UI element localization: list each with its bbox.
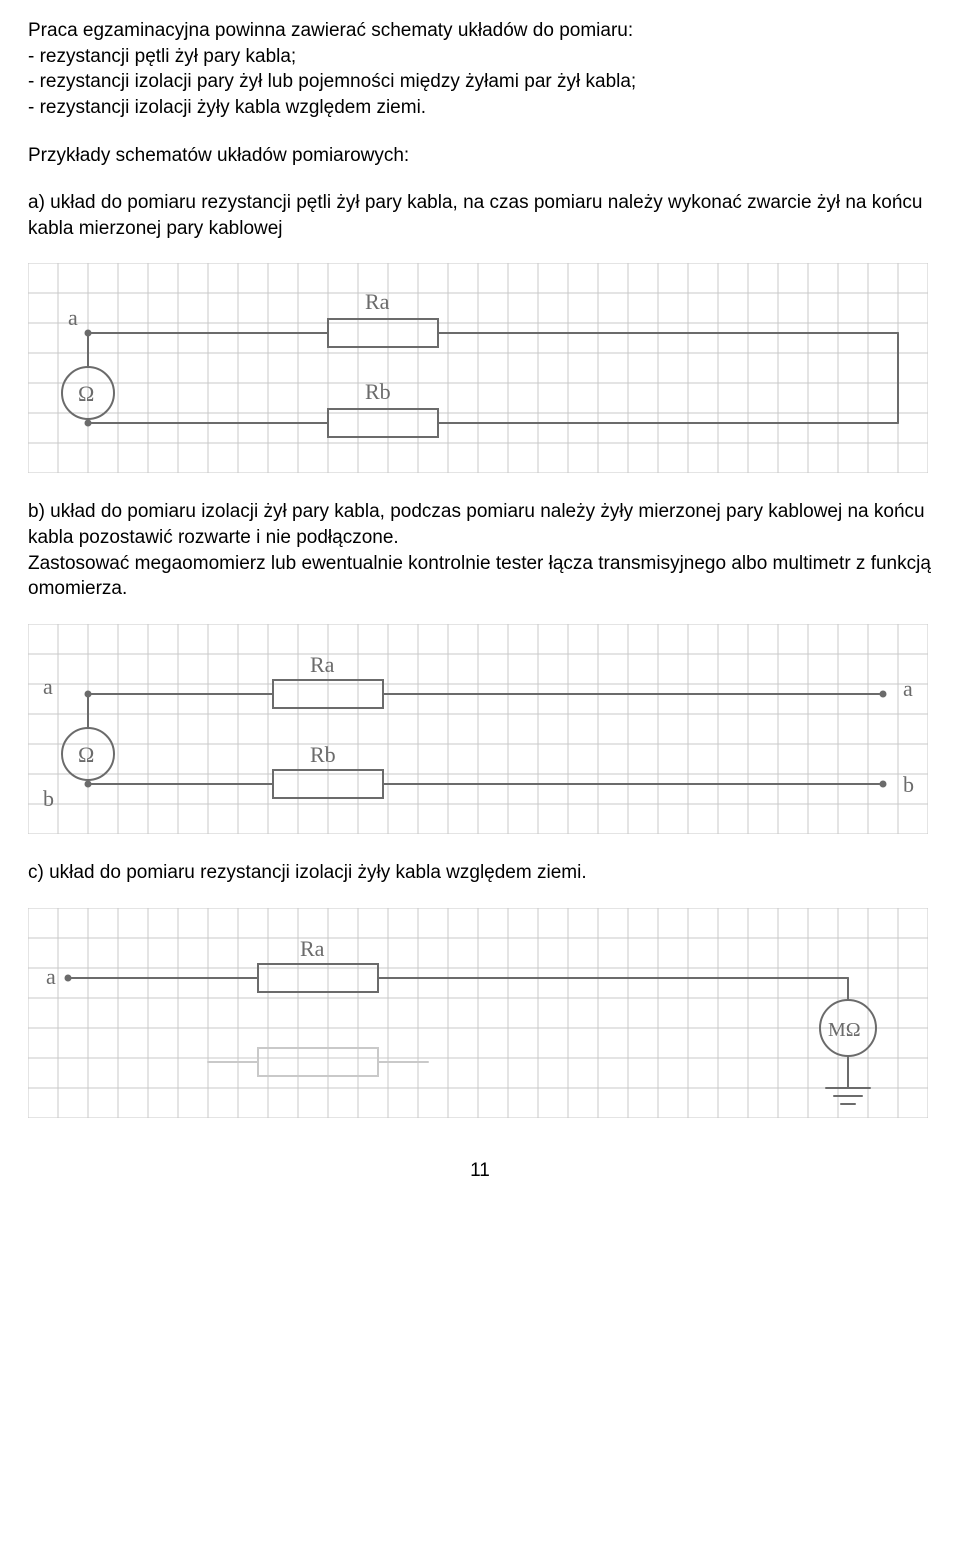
bullet-2: - rezystancji izolacji pary żył lub poje… <box>28 71 636 92</box>
diagram-a: Ωa Ra Rb <box>28 263 932 473</box>
c-description: c) układ do pomiaru rezystancji izolacji… <box>28 860 932 886</box>
document-page: Praca egzaminacyjna powinna zawierać sch… <box>0 0 960 1223</box>
svg-text:Rb: Rb <box>365 379 391 404</box>
schematics-heading: Przykłady schematów układów pomiarowych: <box>28 143 932 169</box>
diagram-a-svg: Ωa Ra Rb <box>28 263 928 473</box>
b-desc-line1: b) układ do pomiaru izolacji żył pary ka… <box>28 501 925 548</box>
diagram-c: a Ra MΩ <box>28 908 932 1118</box>
svg-text:Ω: Ω <box>78 742 94 767</box>
b-description: b) układ do pomiaru izolacji żył pary ka… <box>28 499 932 602</box>
svg-text:Ra: Ra <box>310 652 335 677</box>
a-description: a) układ do pomiaru rezystancji pętli ży… <box>28 190 932 241</box>
svg-text:a: a <box>68 305 78 330</box>
svg-text:MΩ: MΩ <box>828 1019 861 1041</box>
svg-text:Ra: Ra <box>365 289 390 314</box>
bullet-3: - rezystancji izolacji żyły kabla względ… <box>28 97 426 118</box>
svg-text:a: a <box>43 674 53 699</box>
intro-paragraph: Praca egzaminacyjna powinna zawierać sch… <box>28 18 932 121</box>
intro-lead: Praca egzaminacyjna powinna zawierać sch… <box>28 20 633 41</box>
svg-text:a: a <box>46 964 56 989</box>
svg-text:Ω: Ω <box>78 381 94 406</box>
svg-text:Ra: Ra <box>300 936 325 961</box>
b-desc-line2: Zastosować megaomomierz lub ewentualnie … <box>28 553 931 600</box>
svg-text:Rb: Rb <box>310 742 336 767</box>
bullet-1: - rezystancji pętli żył pary kabla; <box>28 46 296 67</box>
diagram-c-svg: a Ra MΩ <box>28 908 928 1118</box>
page-number: 11 <box>28 1158 932 1184</box>
svg-text:b: b <box>903 772 914 797</box>
svg-text:b: b <box>43 786 54 811</box>
diagram-b: Ωa b Ra a Rb b <box>28 624 932 834</box>
svg-text:a: a <box>903 676 913 701</box>
diagram-b-svg: Ωa b Ra a Rb b <box>28 624 928 834</box>
